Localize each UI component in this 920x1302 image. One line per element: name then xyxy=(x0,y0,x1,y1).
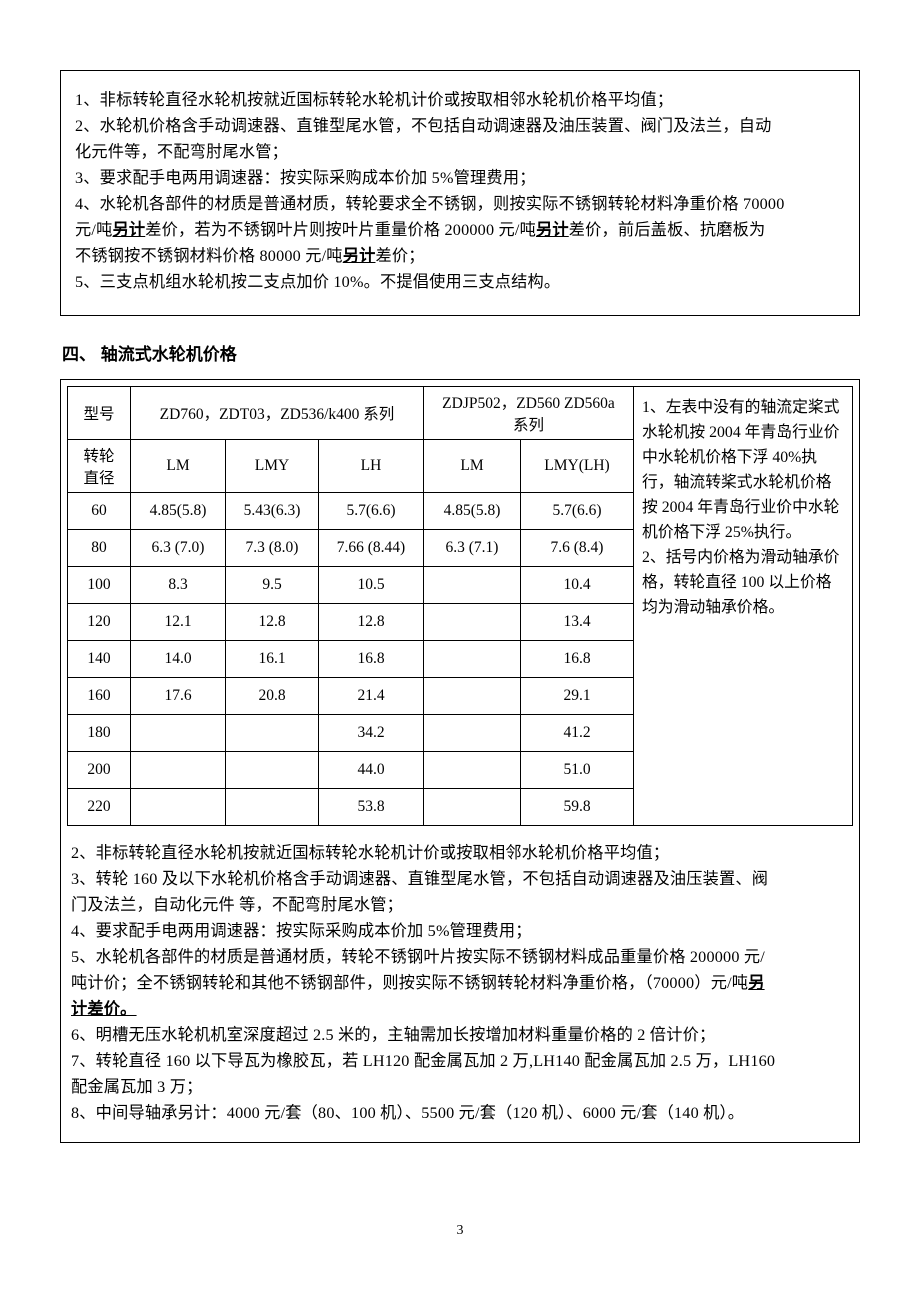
note-1: 1、非标转轮直径水轮机按就近国标转轮水轮机计价或按取相邻水轮机价格平均值； xyxy=(75,87,849,113)
bnote-6: 6、明槽无压水轮机机室深度超过 2.5 米的，主轴需加长按增加材料重量价格的 2… xyxy=(71,1022,849,1048)
bnote-7b: 配金属瓦加 3 万； xyxy=(71,1074,849,1100)
side-note-2: 2、括号内价格为滑动轴承价格，转轮直径 100 以上价格均为滑动轴承价格。 xyxy=(642,545,846,620)
note-4b: 元/吨另计差价，若为不锈钢叶片则按叶片重量价格 200000 元/吨另计差价，前… xyxy=(75,217,849,243)
bnote-8: 8、中间导轴承另计：4000 元/套（80、100 机）、5500 元/套（12… xyxy=(71,1100,849,1126)
bnote-3b: 门及法兰，自动化元件 等，不配弯肘尾水管； xyxy=(71,892,849,918)
bnote-5b: 吨计价；全不锈钢转轮和其他不锈钢部件，则按实际不锈钢转轮材料净重价格，（7000… xyxy=(71,970,849,996)
table-container: 型号ZD760，ZDT03，ZD536/k400 系列ZDJP502，ZD560… xyxy=(60,379,860,1143)
bnote-4: 4、要求配手电两用调速器：按实际采购成本价加 5%管理费用； xyxy=(71,918,849,944)
note-2b: 化元件等，不配弯肘尾水管； xyxy=(75,139,849,165)
bnote-7a: 7、转轮直径 160 以下导瓦为橡胶瓦，若 LH120 配金属瓦加 2 万,LH… xyxy=(71,1048,849,1074)
page-number: 3 xyxy=(60,1223,860,1239)
note-4a: 4、水轮机各部件的材质是普通材质，转轮要求全不锈钢，则按实际不锈钢转轮材料净重价… xyxy=(75,191,849,217)
side-note-1: 1、左表中没有的轴流定桨式水轮机按 2004 年青岛行业价中水轮机价格下浮 40… xyxy=(642,395,846,545)
note-4c: 不锈钢按不锈钢材料价格 80000 元/吨另计差价； xyxy=(75,243,849,269)
underline-text: 计差价。 xyxy=(71,1000,137,1018)
underline-text: 另计 xyxy=(112,221,145,239)
note-3: 3、要求配手电两用调速器：按实际采购成本价加 5%管理费用； xyxy=(75,165,849,191)
top-notes-box: 1、非标转轮直径水轮机按就近国标转轮水轮机计价或按取相邻水轮机价格平均值； 2、… xyxy=(60,70,860,316)
section-title: 四、 轴流式水轮机价格 xyxy=(62,340,860,365)
underline-text: 另计 xyxy=(343,247,376,265)
note-2a: 2、水轮机价格含手动调速器、直锥型尾水管，不包括自动调速器及油压装置、阀门及法兰… xyxy=(75,113,849,139)
document-page: 1、非标转轮直径水轮机按就近国标转轮水轮机计价或按取相邻水轮机价格平均值； 2、… xyxy=(0,0,920,1279)
price-table: 型号ZD760，ZDT03，ZD536/k400 系列ZDJP502，ZD560… xyxy=(67,386,634,826)
bnote-5a: 5、水轮机各部件的材质是普通材质，转轮不锈钢叶片按实际不锈钢材料成品重量价格 2… xyxy=(71,944,849,970)
underline-text: 另计 xyxy=(536,221,569,239)
bnote-5c: 计差价。 xyxy=(71,996,849,1022)
underline-text: 另 xyxy=(748,974,764,992)
side-notes: 1、左表中没有的轴流定桨式水轮机按 2004 年青岛行业价中水轮机价格下浮 40… xyxy=(634,386,853,826)
bnote-2: 2、非标转轮直径水轮机按就近国标转轮水轮机计价或按取相邻水轮机价格平均值； xyxy=(71,840,849,866)
note-5: 5、三支点机组水轮机按二支点加价 10%。不提倡使用三支点结构。 xyxy=(75,269,849,295)
bottom-notes: 2、非标转轮直径水轮机按就近国标转轮水轮机计价或按取相邻水轮机价格平均值； 3、… xyxy=(67,826,853,1126)
bnote-3a: 3、转轮 160 及以下水轮机价格含手动调速器、直锥型尾水管，不包括自动调速器及… xyxy=(71,866,849,892)
